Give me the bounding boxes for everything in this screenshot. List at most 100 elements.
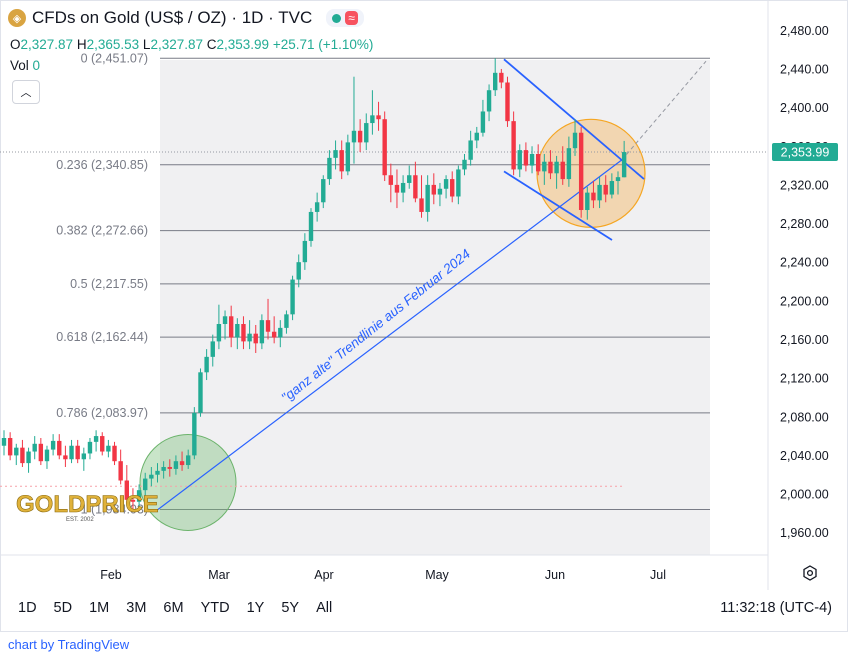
candle-body	[370, 115, 375, 124]
candle-body	[216, 324, 222, 342]
timeframe-button[interactable]: YTD	[200, 600, 230, 616]
volume-value: 0	[32, 58, 41, 73]
timeframe-button[interactable]: 1M	[89, 600, 110, 616]
candle-body	[278, 327, 283, 338]
timeframe-button[interactable]: 1Y	[246, 600, 265, 616]
candle-body	[1, 438, 7, 446]
candle-body	[100, 436, 105, 452]
candle-body	[7, 438, 13, 456]
candle-body	[591, 192, 596, 201]
fib-level-label: 0.5 (2,217.55)	[70, 277, 148, 291]
candle-body	[314, 202, 320, 212]
candle-body	[462, 159, 467, 170]
time-tick-label: Apr	[314, 568, 333, 582]
candle-body	[585, 192, 590, 211]
candle-body	[572, 132, 578, 149]
close-value: 2,353.99	[216, 37, 270, 52]
candle-body	[228, 316, 234, 338]
fib-level-label: 0.382 (2,272.66)	[56, 224, 148, 238]
candle-body	[578, 132, 584, 211]
chart-frame	[0, 0, 848, 632]
candle-body	[523, 150, 529, 166]
candle-body	[566, 148, 572, 180]
fib-level-label: 0.618 (2,162.44)	[56, 330, 148, 344]
candle-body	[241, 324, 246, 342]
candle-body	[548, 161, 553, 174]
price-tick-label: 2,160.00	[780, 333, 829, 347]
trendline-extension	[621, 60, 707, 161]
close-label: C	[206, 37, 217, 52]
goldprice-watermark-subtitle: EST. 2002	[66, 517, 94, 523]
price-tick-label: 1,960.00	[780, 526, 829, 540]
candle-body	[505, 82, 510, 122]
price-tick-label: 2,480.00	[780, 24, 829, 38]
timeframe-button[interactable]: 5Y	[281, 600, 300, 616]
collapse-legend-button[interactable]: ︿	[12, 80, 40, 104]
price-tick-label: 2,080.00	[780, 410, 829, 424]
candle-body	[106, 445, 111, 452]
high-label: H	[76, 37, 87, 52]
candle-body	[143, 478, 148, 491]
candle-body	[364, 123, 369, 143]
candle-body	[14, 447, 19, 456]
price-tick-label: 2,120.00	[780, 372, 829, 386]
candle-body	[265, 320, 271, 332]
candle-body	[259, 320, 265, 344]
candle-body	[93, 436, 99, 442]
candle-body	[542, 161, 547, 172]
volume-legend: Vol 0	[10, 58, 40, 73]
fib-level-label: 1 (1,984.03)	[81, 502, 148, 516]
candle-body	[450, 179, 455, 197]
fib-level-label: 0.236 (2,340.85)	[56, 158, 148, 172]
candle-body	[345, 142, 351, 172]
timeframe-button[interactable]: 1D	[18, 600, 37, 616]
price-tick-label: 2,280.00	[780, 217, 829, 231]
candle-body	[621, 152, 627, 178]
february-support-circle	[139, 433, 237, 531]
candle-body	[394, 184, 400, 193]
candle-body	[44, 449, 50, 462]
timeframe-button[interactable]: All	[316, 600, 333, 616]
candle-body	[609, 181, 615, 195]
timeframe-bar: 1D 5D 1M 3M 6M YTD 1Y 5Y All	[18, 600, 332, 616]
wave-icon: ≈	[345, 11, 358, 25]
candle-body	[480, 111, 486, 133]
candle-body	[456, 169, 461, 197]
clock: 11:32:18 (UTC-4)	[720, 600, 832, 616]
timeframe-button[interactable]: 5D	[53, 600, 73, 616]
candle-body	[32, 443, 37, 452]
candle-body	[167, 466, 172, 469]
axis-settings-icon[interactable]	[802, 565, 818, 581]
candle-body	[87, 441, 93, 454]
candle-body	[517, 150, 522, 170]
market-status-pill[interactable]: ≈	[326, 9, 364, 27]
candle-body	[357, 130, 363, 143]
price-tick-label: 2,400.00	[780, 101, 829, 115]
candle-body	[69, 445, 74, 460]
price-tick-label: 2,440.00	[780, 62, 829, 76]
tradingview-credit-link[interactable]: chart by TradingView	[8, 637, 130, 652]
candle-body	[118, 461, 123, 481]
candle-body	[296, 262, 301, 280]
candle-body	[302, 240, 308, 263]
candle-body	[192, 412, 197, 456]
falling-wedge-upper-line	[503, 58, 645, 180]
volume-label: Vol	[10, 58, 29, 73]
time-tick-label: Jul	[650, 568, 666, 582]
candle-body	[535, 153, 541, 172]
price-chart[interactable]: 0 (2,451.07) 0.236 (2,340.85) 0.382 (2,272…	[0, 0, 850, 600]
candle-body	[210, 341, 215, 357]
candle-body	[271, 331, 277, 338]
price-tick-label: 2,200.00	[780, 294, 829, 308]
candle-body	[186, 455, 191, 466]
low-value: 2,327.87	[150, 37, 203, 52]
candle-body	[124, 480, 129, 500]
open-label: O	[10, 37, 21, 52]
candle-body	[253, 333, 258, 344]
candle-body	[136, 490, 142, 502]
candle-body	[222, 316, 228, 325]
candle-body	[57, 440, 62, 456]
timeframe-button[interactable]: 6M	[163, 600, 184, 616]
candle-body	[499, 72, 504, 83]
timeframe-button[interactable]: 3M	[126, 600, 147, 616]
